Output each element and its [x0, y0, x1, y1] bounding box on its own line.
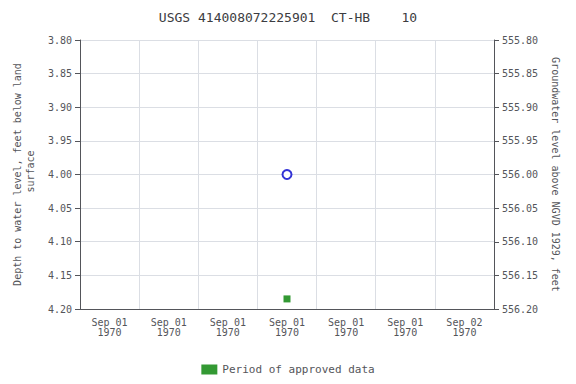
svg-text:555.95: 555.95	[502, 135, 538, 146]
svg-text:555.80: 555.80	[502, 35, 538, 46]
svg-text:1970: 1970	[157, 327, 181, 338]
svg-text:4.05: 4.05	[48, 203, 72, 214]
svg-text:1970: 1970	[275, 327, 299, 338]
svg-text:4.00: 4.00	[48, 169, 72, 180]
svg-text:3.85: 3.85	[48, 68, 72, 79]
svg-text:Sep 01: Sep 01	[328, 316, 365, 328]
svg-text:Sep 01: Sep 01	[268, 316, 306, 328]
svg-text:USGS 414008072225901 CT-HB: USGS 414008072225901 CT-HB 10	[159, 10, 417, 25]
svg-text:555.90: 555.90	[502, 102, 538, 113]
svg-text:surface: surface	[25, 150, 36, 198]
svg-text:1970: 1970	[216, 327, 240, 338]
svg-text:3.95: 3.95	[48, 135, 72, 146]
svg-text:Sep 01: Sep 01	[209, 316, 246, 328]
svg-text:1970: 1970	[393, 327, 417, 338]
svg-text:556.15: 556.15	[502, 270, 538, 281]
svg-text:1970: 1970	[98, 327, 122, 338]
svg-text:Sep 01: Sep 01	[91, 316, 128, 328]
svg-text:Groundwater level above NGVD 1: Groundwater level above NGVD 1929, feet	[550, 57, 561, 292]
svg-text:Sep 02: Sep 02	[446, 316, 483, 328]
svg-text:1970: 1970	[452, 327, 476, 338]
svg-text:Period of approved data: Period of approved data	[222, 363, 374, 376]
svg-text:3.90: 3.90	[48, 102, 72, 113]
svg-text:3.80: 3.80	[48, 35, 72, 46]
svg-text:1970: 1970	[334, 327, 358, 338]
svg-text:Depth to water level, feet bel: Depth to water level, feet below land	[12, 63, 23, 286]
svg-text:Sep 01: Sep 01	[387, 316, 424, 328]
svg-text:Sep 01: Sep 01	[150, 316, 187, 328]
svg-text:555.85: 555.85	[502, 68, 538, 79]
svg-text:4.15: 4.15	[48, 270, 72, 281]
svg-text:556.05: 556.05	[502, 203, 538, 214]
svg-text:556.20: 556.20	[502, 304, 538, 315]
svg-text:4.10: 4.10	[48, 236, 72, 247]
svg-text:556.10: 556.10	[502, 236, 538, 247]
svg-text:4.20: 4.20	[48, 304, 72, 315]
svg-text:556.00: 556.00	[502, 169, 538, 180]
